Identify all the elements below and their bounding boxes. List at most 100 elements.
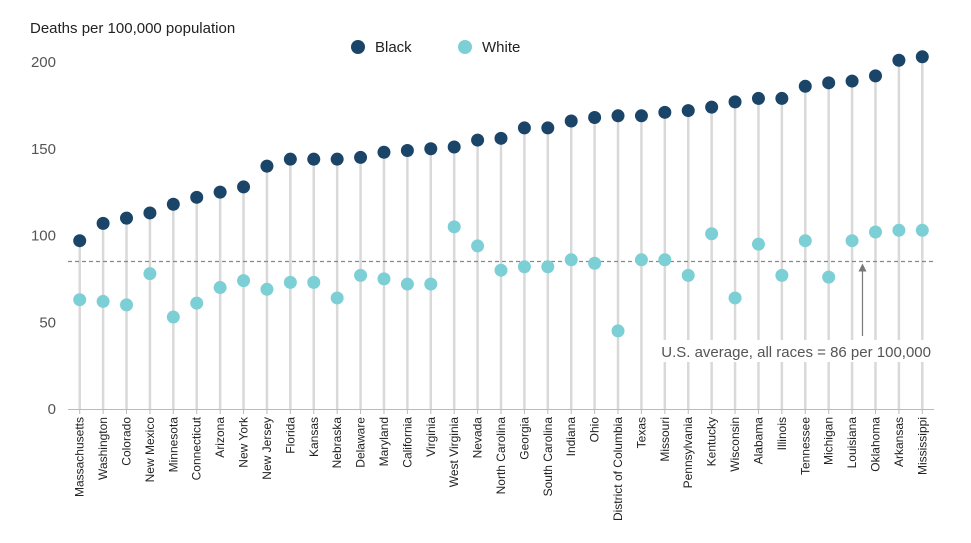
category-label: New York <box>237 416 251 468</box>
point-white-missouri <box>658 253 672 267</box>
y-axis-ticks: 0 50 100 150 200 <box>31 54 56 418</box>
category-label: District of Columbia <box>611 417 625 521</box>
category-label: Washington <box>96 417 110 480</box>
category-label: Louisiana <box>845 417 859 469</box>
point-white-texas <box>634 253 648 267</box>
point-black-pennsylvania <box>681 104 695 118</box>
point-white-district-of-columbia <box>611 324 625 338</box>
point-white-washington <box>96 294 110 308</box>
point-black-new-york <box>237 180 251 194</box>
point-white-delaware <box>354 268 368 282</box>
point-white-alabama <box>751 237 765 251</box>
point-black-california <box>400 143 414 157</box>
data-points <box>73 50 929 338</box>
point-black-virginia <box>424 142 438 156</box>
legend-white-label: White <box>482 39 520 56</box>
category-label: Ohio <box>588 417 602 443</box>
point-black-new-jersey <box>260 159 274 173</box>
point-black-oklahoma <box>868 69 882 83</box>
y-tick-label: 0 <box>48 401 56 418</box>
category-label: Kentucky <box>705 417 719 466</box>
y-tick-label: 50 <box>39 314 56 331</box>
legend-white-marker <box>458 40 472 54</box>
point-white-louisiana <box>845 234 859 248</box>
point-white-wisconsin <box>728 291 742 305</box>
point-white-north-carolina <box>494 263 508 277</box>
point-black-missouri <box>658 105 672 119</box>
category-label: West Virginia <box>447 417 461 488</box>
category-label: Arizona <box>213 417 227 458</box>
point-black-ohio <box>588 111 602 125</box>
point-white-new-york <box>237 274 251 288</box>
category-label: Missouri <box>658 417 672 462</box>
point-white-virginia <box>424 277 438 291</box>
point-black-massachusetts <box>73 234 87 248</box>
point-black-mississippi <box>915 50 929 64</box>
point-black-tennessee <box>798 79 812 93</box>
point-black-minnesota <box>166 197 180 211</box>
category-label: Alabama <box>751 417 765 465</box>
us-average-annotation: U.S. average, all races = 86 per 100,000 <box>644 263 936 362</box>
point-white-mississippi <box>915 223 929 237</box>
point-white-massachusetts <box>73 293 87 307</box>
point-black-illinois <box>775 91 789 105</box>
point-black-louisiana <box>845 74 859 88</box>
point-black-texas <box>634 109 648 123</box>
legend-black-marker <box>351 40 365 54</box>
point-white-nevada <box>471 239 485 253</box>
annotation-background <box>644 340 936 362</box>
point-white-arizona <box>213 281 227 295</box>
point-black-kansas <box>307 152 321 166</box>
point-white-minnesota <box>166 310 180 324</box>
point-white-pennsylvania <box>681 268 695 282</box>
y-tick-label: 200 <box>31 54 56 71</box>
point-white-colorado <box>120 298 134 312</box>
point-black-north-carolina <box>494 131 508 145</box>
point-black-nevada <box>471 133 485 147</box>
category-label: New Jersey <box>260 417 274 480</box>
category-label: Georgia <box>517 417 531 460</box>
point-white-georgia <box>517 260 531 274</box>
point-black-arkansas <box>892 53 906 67</box>
category-label: Illinois <box>775 417 789 450</box>
point-white-kentucky <box>705 227 719 241</box>
point-white-oklahoma <box>868 225 882 239</box>
category-label: Virginia <box>424 417 438 457</box>
point-black-west-virginia <box>447 140 461 154</box>
category-label: Massachusetts <box>73 417 87 497</box>
point-black-indiana <box>564 114 578 128</box>
point-black-arizona <box>213 185 227 199</box>
y-axis-title: Deaths per 100,000 population <box>30 20 235 37</box>
category-label: Texas <box>634 417 648 448</box>
category-label: Colorado <box>120 417 134 466</box>
point-white-south-carolina <box>541 260 555 274</box>
point-white-california <box>400 277 414 291</box>
point-white-maryland <box>377 272 391 286</box>
category-label: North Carolina <box>494 417 508 495</box>
category-label: Minnesota <box>166 417 180 473</box>
point-white-new-jersey <box>260 282 274 296</box>
category-label: Tennessee <box>798 417 812 475</box>
point-black-washington <box>96 216 110 230</box>
category-label: Nebraska <box>330 417 344 469</box>
point-white-illinois <box>775 268 789 282</box>
point-white-arkansas <box>892 223 906 237</box>
category-label: California <box>400 417 414 468</box>
y-tick-label: 150 <box>31 141 56 158</box>
point-white-connecticut <box>190 296 204 310</box>
point-black-new-mexico <box>143 206 157 220</box>
point-black-michigan <box>822 76 836 90</box>
point-black-georgia <box>517 121 531 135</box>
point-black-kentucky <box>705 100 719 114</box>
point-white-tennessee <box>798 234 812 248</box>
point-black-alabama <box>751 91 765 105</box>
point-white-ohio <box>588 256 602 270</box>
category-label: Kansas <box>307 417 321 457</box>
annotation-label: U.S. average, all races = 86 per 100,000 <box>661 344 931 361</box>
point-white-nebraska <box>330 291 344 305</box>
point-black-nebraska <box>330 152 344 166</box>
point-black-delaware <box>354 150 368 164</box>
category-label: Arkansas <box>892 417 906 467</box>
point-black-maryland <box>377 145 391 159</box>
